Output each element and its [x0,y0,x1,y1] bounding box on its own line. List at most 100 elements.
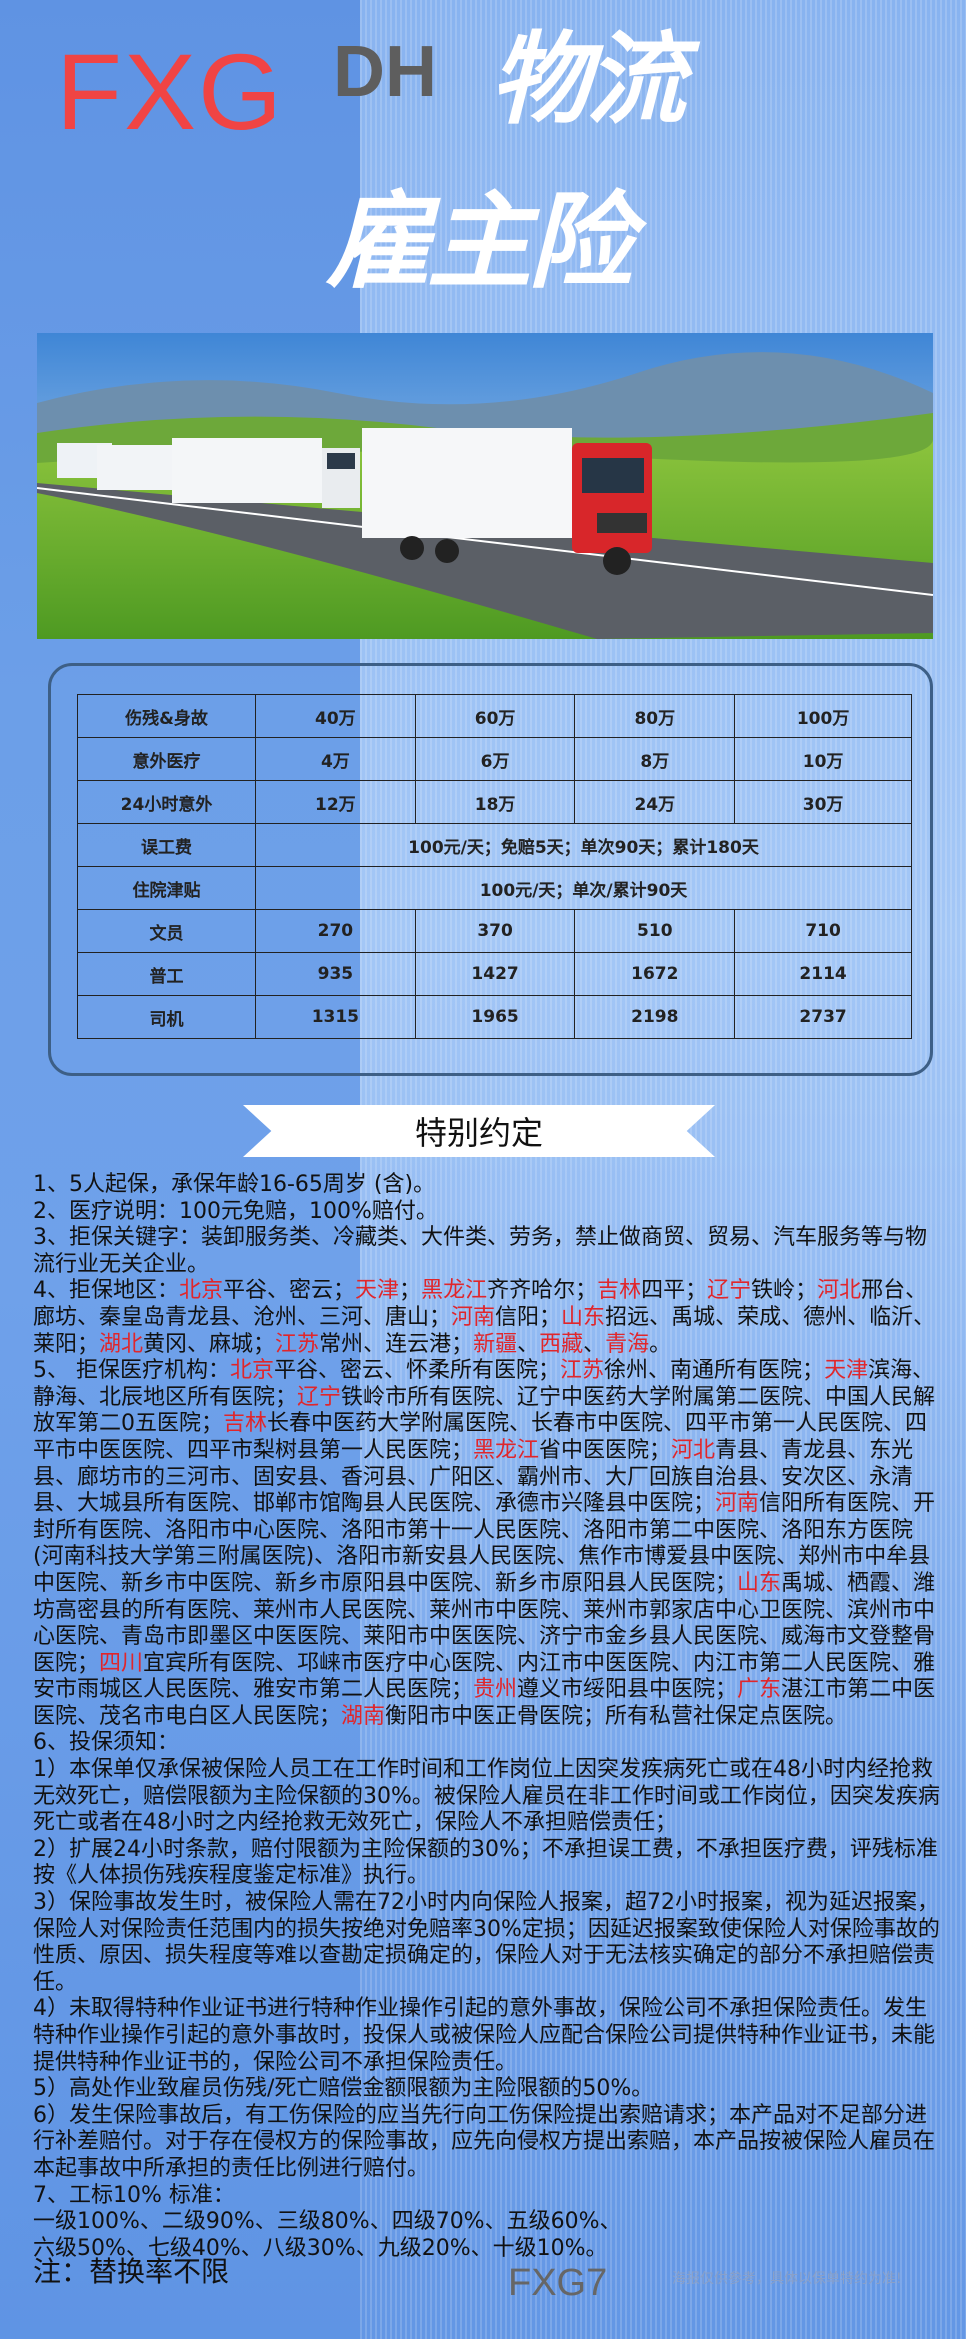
region-highlight: 吉林 [223,1411,268,1437]
table-cell: 6万 [414,737,576,781]
region-highlight: 河南 [715,1491,760,1517]
term-paragraph: 3）保险事故发生时，被保险人需在72小时内向保险人报案，超72小时报案，视为延迟… [33,1890,941,1996]
term-text: 常州、连云港； [319,1331,474,1357]
table-cell: 4万 [255,737,416,781]
table-cell: 510 [574,909,736,953]
region-highlight: 四川 [99,1650,144,1676]
term-text: 招远、禹城、荣成、德州、临沂、莱阳； [33,1304,936,1357]
row-label: 住院津贴 [77,866,256,910]
region-highlight: 青海 [605,1331,650,1357]
term-paragraph: 1）本保单仅承保被保险人员工在工作时间和工作岗位上因突发疾病死亡或在48小时内经… [33,1757,941,1837]
term-text: 省中医医院； [539,1437,672,1463]
row-label: 误工费 [77,823,256,867]
table-row: 24小时意外 12万 18万 24万 30万 [77,780,912,824]
term-text: 平谷、密云； [223,1278,356,1304]
term-paragraph: 6）发生保险事故后，有工伤保险的应当先行向工伤保险提出索赔请求；本产品对不足部分… [33,2103,941,2183]
region-highlight: 北京 [230,1358,275,1384]
row-label: 伤残&身故 [77,694,256,738]
term-text: 5）高处作业致雇员伤残/死亡赔偿金额限额为主险限额的50%。 [33,2076,654,2102]
table-cell: 100元/天；单次/累计90天 [255,866,912,910]
term-text: 青县、青龙县、东光县、廊坊市的三河市、固安县、香河县、广阳区、霸州市、大厂回族自… [33,1437,914,1517]
table-cell: 710 [734,909,912,953]
table-row: 住院津贴 100元/天；单次/累计90天 [77,866,912,910]
term-text: 4、拒保地区： [33,1278,179,1304]
term-text: 3、拒保关键字：装卸服务类、冷藏类、大件类、劳务，禁止做商贸、贸易、汽车服务等与… [33,1225,928,1277]
term-text: 铁岭市所有医院、辽宁中医药大学附属第二医院、中国人民解放军第二0五医院； [33,1384,936,1437]
table-cell: 24万 [574,780,736,824]
region-highlight: 新疆 [473,1331,518,1357]
region-highlight: 湖北 [99,1331,144,1357]
table-cell: 2737 [734,995,912,1039]
table-row: 伤残&身故 40万 60万 80万 100万 [77,694,912,738]
table-cell: 1427 [414,952,576,996]
term-paragraph: 2）扩展24小时条款，赔付限额为主险保额的30%；不承担误工费，不承担医疗费，评… [33,1837,941,1890]
region-highlight: 山东 [561,1304,606,1330]
region-highlight: 天津 [824,1358,869,1384]
term-text: 禹城、栖霞、潍坊高密县的所有医院、莱州市人民医院、莱州市中医院、莱州市郭家店中心… [33,1570,936,1676]
term-paragraph: 六级50%、七级40%、八级30%、九级20%、十级10%。 [33,2236,941,2263]
term-text: 。 [649,1331,672,1357]
term-paragraph: 5、 拒保医疗机构：北京平谷、密云、怀柔所有医院；江苏徐州、南通所有医院；天津滨… [33,1358,941,1730]
region-highlight: 广东 [737,1677,782,1703]
table-cell: 2198 [574,995,736,1039]
region-highlight: 西藏 [539,1331,584,1357]
table-cell: 12万 [255,780,416,824]
term-text: 5、 拒保医疗机构： [33,1358,230,1384]
table-cell: 100元/天；免赔5天；单次90天；累计180天 [255,823,912,867]
term-text: 邢台、廊坊、秦皇岛青龙县、沧州、三河、唐山； [33,1278,928,1330]
term-text: 六级50%、七级40%、八级30%、九级20%、十级10%。 [33,2235,608,2261]
table-cell: 270 [255,909,416,953]
table-cell: 935 [255,952,416,996]
special-terms: 1、5人起保，承保年龄16-65周岁 (含)。 2、医疗说明：100元免赔，100… [33,1172,941,2262]
region-highlight: 河北 [671,1437,716,1463]
brand-logo: FXG [56,31,285,152]
term-text: 1）本保单仅承保被保险人员工在工作时间和工作岗位上因突发疾病死亡或在48小时内经… [33,1757,940,1836]
table-cell: 40万 [255,694,416,738]
term-text: 遵义市绥阳县中医院； [517,1677,738,1703]
term-text: 铁岭； [751,1278,818,1304]
region-highlight: 黑龙江 [473,1437,540,1463]
disclaimer: 海报仅供参考，具体以保单特约为准! [672,2271,902,2287]
table-cell: 80万 [574,694,736,738]
region-highlight: 江苏 [560,1358,605,1384]
table-cell: 8万 [574,737,736,781]
coverage-table: 伤残&身故 40万 60万 80万 100万 意外医疗 4万 6万 8万 10万 24小时意外 12万… [77,694,912,1039]
term-text: 信阳所有医院、开封所有医院、洛阳市中心医院、洛阳市第十一人民医院、洛阳市第二中医… [33,1491,936,1596]
region-highlight: 辽宁 [707,1278,752,1304]
table-row: 意外医疗 4万 6万 8万 10万 [77,737,912,781]
term-text: 6、投保须知： [33,1730,179,1756]
row-label: 24小时意外 [77,780,256,824]
term-text: 长春中医药大学附属医院、长春市中医院、四平市第一人民医院、四平市中医医院、四平市… [33,1411,928,1463]
table-row: 文员 270 370 510 710 [77,909,912,953]
term-text: 6）发生保险事故后，有工伤保险的应当先行向工伤保险提出索赔请求；本产品对不足部分… [33,2102,936,2181]
term-text: 7、工标10% 标准： [33,2182,235,2208]
row-label: 普工 [77,952,256,996]
region-highlight: 湖南 [341,1703,386,1729]
table-cell: 1315 [255,995,416,1039]
term-text: 徐州、南通所有医院； [604,1358,825,1384]
term-text: 2）扩展24小时条款，赔付限额为主险保额的30%；不承担误工费，不承担医疗费，评… [33,1836,938,1889]
term-paragraph: 5）高处作业致雇员伤残/死亡赔偿金额限额为主险限额的50%。 [33,2076,941,2103]
term-text: 1、5人起保，承保年龄16-65周岁 (含)。 [33,1172,436,1197]
region-highlight: 天津 [355,1278,400,1304]
table-cell: 1965 [414,995,576,1039]
term-text: 湛江市第二中医医院、茂名市电白区人民医院； [33,1677,936,1729]
region-highlight: 河北 [817,1278,862,1304]
term-text: 黄冈、麻城； [143,1331,276,1357]
term-paragraph: 2、医疗说明：100元免赔，100%赔付。 [33,1199,941,1226]
coverage-panel [48,663,933,1076]
term-text: 信阳； [495,1304,562,1330]
term-text: 齐齐哈尔； [487,1278,598,1304]
note: 注：替换率不限 [33,2255,230,2288]
table-row: 司机 1315 1965 2198 2737 [77,995,912,1039]
term-text: 四平； [641,1278,708,1304]
table-cell: 100万 [734,694,912,738]
table-cell: 30万 [734,780,912,824]
term-text: ； [399,1278,422,1304]
region-highlight: 黑龙江 [421,1278,488,1304]
term-text: 宜宾所有医院、邛崃市医疗中心医院、内江市中医医院、内江市第二人民医院、雅安市雨城… [33,1650,936,1703]
term-text: 、 [583,1331,606,1357]
region-highlight: 吉林 [597,1278,642,1304]
region-highlight: 江苏 [275,1331,320,1357]
